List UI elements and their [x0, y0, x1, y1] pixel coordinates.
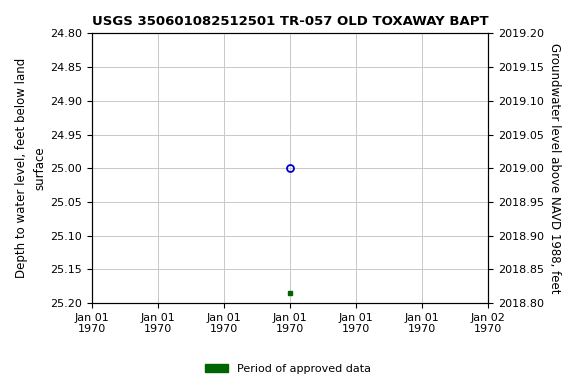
Legend: Period of approved data: Period of approved data — [201, 359, 375, 379]
Title: USGS 350601082512501 TR-057 OLD TOXAWAY BAPT: USGS 350601082512501 TR-057 OLD TOXAWAY … — [92, 15, 488, 28]
Y-axis label: Depth to water level, feet below land
surface: Depth to water level, feet below land su… — [15, 58, 46, 278]
Y-axis label: Groundwater level above NAVD 1988, feet: Groundwater level above NAVD 1988, feet — [548, 43, 561, 293]
